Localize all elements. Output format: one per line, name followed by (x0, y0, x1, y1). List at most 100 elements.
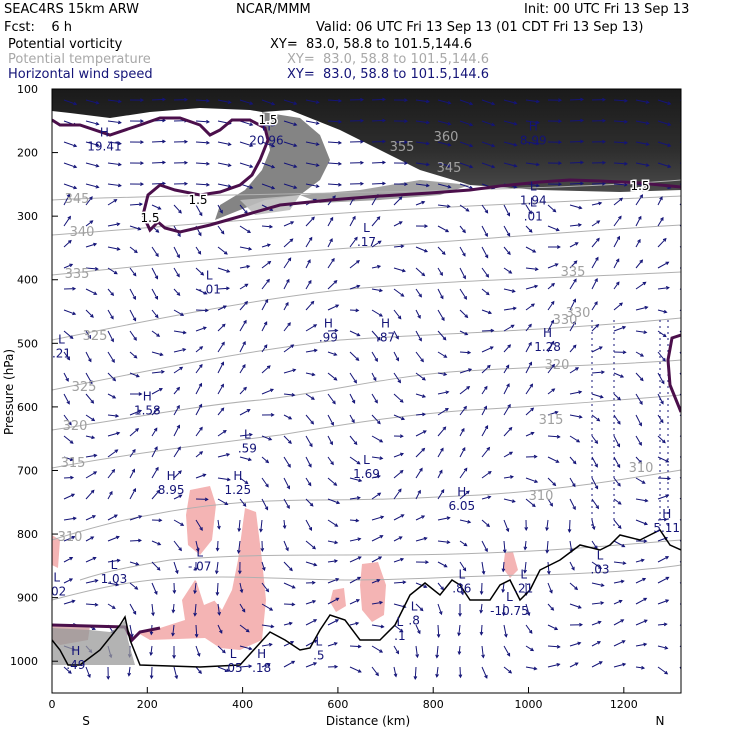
wind-vector-head (182, 330, 187, 335)
wind-vector-head (578, 205, 583, 210)
wind-vector-head (535, 99, 540, 104)
wind-vector (283, 561, 293, 571)
wind-vector-head (358, 478, 363, 483)
wind-vector (481, 346, 494, 353)
wind-vector (349, 351, 359, 361)
wind-vector-head (199, 346, 204, 350)
wind-vector (437, 330, 447, 341)
wind-vector (503, 344, 511, 353)
wind-vector (437, 391, 449, 395)
wind-vector-head (223, 251, 228, 255)
wind-vector-head (491, 164, 496, 169)
wind-vector-head (246, 409, 251, 413)
wind-vector (635, 120, 649, 125)
wind-vector (305, 498, 314, 507)
wind-vector-head (660, 216, 664, 221)
wind-vector (657, 141, 671, 147)
wind-vector-head (532, 249, 537, 253)
wind-vector (613, 561, 626, 564)
wind-vector (525, 162, 539, 166)
wind-vector-head (66, 356, 71, 361)
wind-vector-head (490, 328, 495, 333)
wind-vector-head (574, 586, 579, 591)
wind-vector (305, 619, 317, 626)
wind-vector (151, 446, 158, 458)
wind-vector (327, 435, 333, 445)
x-tick-label: 200 (137, 698, 158, 711)
wind-vector (635, 519, 648, 525)
wind-vector (481, 120, 495, 126)
wind-vector-head (462, 567, 467, 572)
wind-vector-head (512, 306, 517, 311)
field-name-wind: Horizontal wind speed (8, 67, 153, 82)
wind-vector-head (551, 282, 555, 287)
wind-vector (657, 261, 669, 269)
wind-vector (393, 453, 404, 458)
wind-vector (437, 517, 450, 521)
wind-vector-head (556, 644, 561, 649)
wind-vector-head (356, 496, 361, 500)
wind-vector-head (199, 451, 204, 455)
wind-vector (415, 645, 418, 658)
wind-vector-head (638, 460, 643, 464)
wind-vector-head (289, 567, 293, 572)
x-tick-label: 600 (327, 698, 348, 711)
wind-vector-head (200, 271, 205, 276)
wind-vector (305, 259, 311, 269)
wind-vector-head (465, 208, 470, 212)
wind-vector-head (372, 377, 377, 382)
extremum-marker: H (324, 316, 333, 330)
wind-vector (635, 141, 649, 146)
wind-vector-head (549, 502, 553, 507)
wind-vector-head (469, 143, 474, 148)
wind-vector-head (357, 669, 362, 673)
wind-vector-head (263, 344, 268, 349)
wind-vector-head (689, 165, 692, 168)
wind-vector (481, 406, 487, 416)
wind-vector (657, 372, 665, 384)
wind-vector-head (199, 363, 203, 368)
wind-vector (63, 493, 75, 500)
wind-vector (217, 645, 226, 654)
wind-vector (459, 519, 471, 523)
wind-vector-head (545, 527, 549, 532)
wind-vector-head (376, 336, 381, 341)
wind-vector-head (501, 589, 506, 594)
wind-vector (349, 622, 359, 626)
wind-vector (547, 225, 560, 231)
wind-vector (613, 456, 621, 468)
wind-vector (525, 624, 533, 634)
wind-vector-head (357, 537, 362, 542)
wind-vector (415, 330, 422, 341)
wind-vector (305, 435, 313, 447)
theta-label: 355 (390, 140, 415, 155)
wind-vector (85, 603, 98, 606)
extremum-marker: H (257, 647, 266, 661)
forecast-hour: Fcst: 6 h (4, 20, 73, 35)
wind-vector (613, 600, 622, 605)
wind-vector (437, 225, 449, 233)
wind-vector (129, 246, 138, 253)
wind-vector (569, 456, 577, 464)
wind-vector-head (157, 541, 162, 546)
wind-vector-head (642, 577, 647, 582)
wind-vector (459, 120, 473, 126)
wind-vector-head (684, 493, 687, 496)
wind-vector-head (357, 644, 362, 649)
wind-vector-head (149, 652, 154, 657)
wind-vector-head (311, 216, 315, 221)
wind-vector (63, 162, 77, 168)
wind-vector-head (179, 366, 184, 371)
wind-vector-head (194, 633, 199, 638)
wind-vector (503, 404, 511, 416)
wind-vector (129, 267, 137, 276)
wind-vector-head (556, 663, 561, 667)
wind-vector-head (528, 630, 533, 634)
wind-vector-head (93, 471, 98, 475)
wind-vector (503, 162, 517, 167)
wind-vector (305, 600, 316, 605)
wind-vector (107, 141, 121, 145)
extremum-value: 1.69 (353, 467, 380, 481)
wind-vector (613, 640, 625, 647)
wind-vector (151, 161, 166, 164)
